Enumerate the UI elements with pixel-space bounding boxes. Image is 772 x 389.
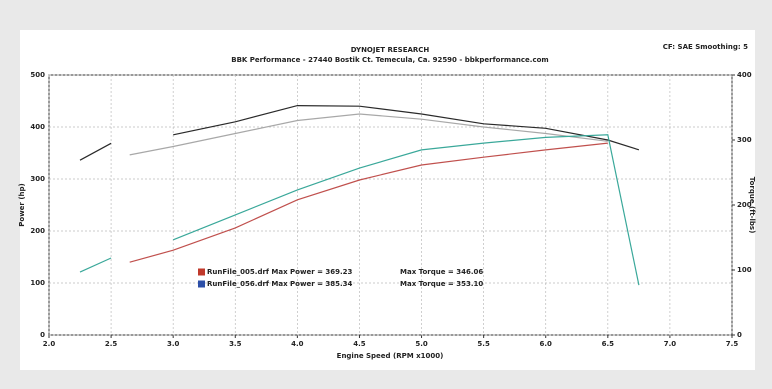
legend-swatch	[198, 268, 205, 276]
legend-torque: Max Torque = 353.10	[400, 280, 483, 288]
x-tick-label: 5.0	[415, 340, 428, 348]
corner-note: CF: SAE Smoothing: 5	[663, 43, 748, 51]
x-tick-label: 2.5	[105, 340, 118, 348]
y2-tick-label: 100	[737, 266, 752, 274]
y2-tick-label: 200	[737, 201, 752, 209]
x-tick-label: 7.0	[664, 340, 677, 348]
y2-tick-label: 300	[737, 136, 752, 144]
x-tick-label: 6.0	[540, 340, 553, 348]
y2-axis-label: Torque (ft-lbs)	[748, 177, 756, 234]
x-tick-label: 5.5	[477, 340, 490, 348]
y-tick-label: 500	[30, 71, 45, 79]
chart-title: DYNOJET RESEARCH	[351, 46, 430, 54]
series-line	[79, 134, 640, 286]
x-tick-label: 4.5	[353, 340, 366, 348]
x-tick-label: 6.5	[602, 340, 615, 348]
y2-tick-label: 400	[737, 71, 752, 79]
x-tick-label: 4.0	[291, 340, 304, 348]
chart-subtitle: BBK Performance - 27440 Bostik Ct. Temec…	[231, 56, 548, 64]
y-tick-label: 100	[30, 279, 45, 287]
y-axis-label: Power (hp)	[18, 183, 26, 226]
x-tick-label: 3.0	[167, 340, 180, 348]
legend-label: RunFile_005.drf Max Power = 369.23	[207, 268, 353, 276]
x-tick-label: 2.0	[43, 340, 56, 348]
legend-label: RunFile_056.drf Max Power = 385.34	[207, 280, 353, 288]
x-axis-label: Engine Speed (RPM x1000)	[337, 352, 444, 360]
x-tick-label: 3.5	[229, 340, 242, 348]
y-tick-label: 0	[40, 331, 45, 339]
legend-swatch	[198, 280, 205, 288]
y-tick-label: 300	[30, 175, 45, 183]
y-tick-label: 200	[30, 227, 45, 235]
x-tick-label: 7.5	[726, 340, 739, 348]
panel	[20, 30, 755, 370]
legend-torque: Max Torque = 346.06	[400, 268, 483, 276]
y-tick-label: 400	[30, 123, 45, 131]
y2-tick-label: 0	[737, 331, 742, 339]
